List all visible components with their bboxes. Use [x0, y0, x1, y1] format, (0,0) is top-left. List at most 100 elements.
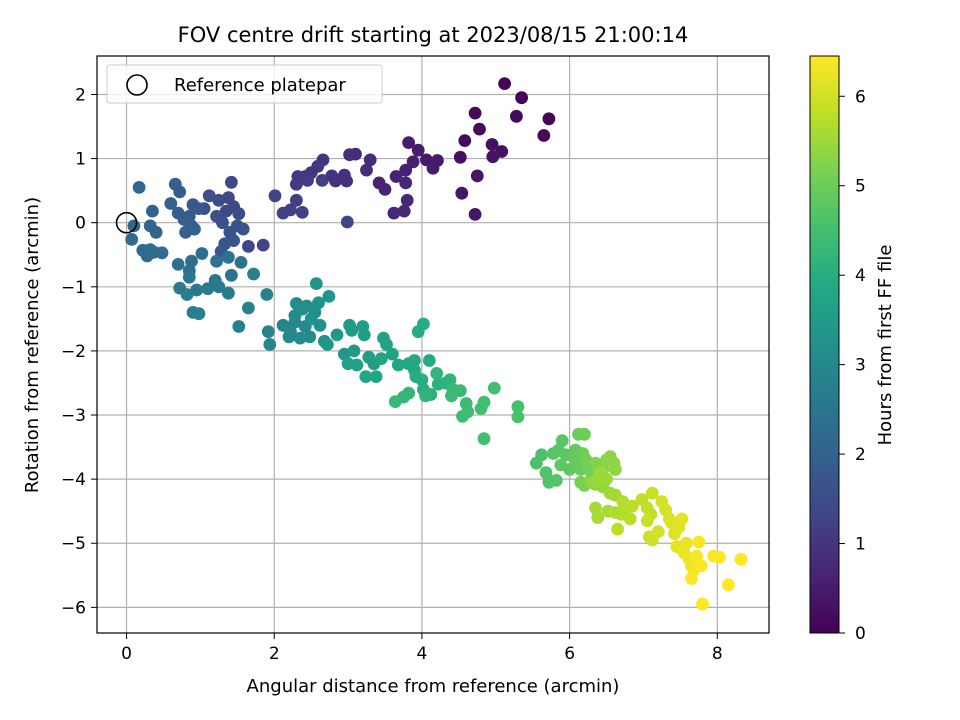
data-point	[360, 163, 373, 177]
data-point	[578, 427, 591, 441]
y-tick-label: −2	[61, 342, 86, 362]
colorbar-tick-label: 6	[855, 87, 866, 107]
data-point	[406, 155, 420, 169]
data-point	[343, 318, 356, 332]
data-point	[325, 169, 339, 183]
data-point	[125, 233, 139, 246]
data-point	[400, 193, 414, 207]
data-point	[143, 243, 157, 256]
data-point	[282, 330, 296, 344]
data-point	[468, 106, 482, 120]
data-point	[338, 347, 351, 361]
data-point	[422, 354, 436, 367]
data-point	[179, 225, 193, 239]
data-point	[374, 352, 388, 365]
data-point	[340, 215, 354, 229]
data-point	[419, 389, 432, 403]
data-point	[645, 486, 659, 500]
data-point	[387, 206, 401, 220]
data-point	[180, 288, 194, 301]
legend: Reference platepar	[106, 64, 383, 104]
data-point	[511, 410, 525, 424]
data-point	[357, 328, 371, 342]
data-point	[171, 258, 185, 271]
data-point	[315, 174, 329, 187]
data-point	[369, 370, 383, 383]
colorbar-tick-label: 4	[855, 266, 866, 286]
data-point	[359, 370, 373, 383]
data-point	[222, 250, 235, 264]
data-point	[589, 501, 602, 515]
data-point	[675, 512, 689, 526]
data-point	[417, 317, 430, 331]
data-point	[485, 138, 499, 151]
data-point	[236, 222, 250, 236]
data-point	[399, 176, 413, 190]
data-point	[455, 186, 469, 200]
data-point	[313, 318, 327, 332]
colorbar-label: Hours from first FF file	[875, 245, 896, 446]
y-axis-label: Rotation from reference (arcmin)	[22, 197, 43, 493]
data-point	[210, 254, 224, 268]
data-point	[268, 189, 282, 203]
data-point	[290, 177, 303, 191]
data-point	[295, 302, 309, 316]
data-point	[164, 197, 178, 210]
data-point	[549, 474, 563, 487]
x-axis-label: Angular distance from reference (arcmin)	[247, 676, 620, 697]
data-point	[185, 254, 198, 268]
data-point	[290, 193, 303, 207]
data-point	[591, 511, 605, 524]
data-point	[312, 296, 325, 310]
data-point	[363, 153, 377, 167]
data-point	[477, 395, 491, 409]
colorbar-tick-label: 2	[855, 445, 866, 465]
data-point	[391, 358, 405, 372]
data-point	[322, 290, 336, 303]
data-point	[389, 170, 403, 183]
y-tick-label: −6	[61, 598, 86, 618]
data-point	[426, 161, 440, 175]
y-tick-label: 2	[75, 85, 86, 105]
data-point	[192, 307, 206, 321]
data-point	[388, 395, 402, 408]
colorbar-ticks: 0 1 2 3 4 5 6	[839, 87, 866, 644]
data-point	[195, 247, 209, 260]
data-point	[722, 578, 735, 592]
data-point	[222, 286, 235, 300]
data-point	[146, 204, 159, 218]
data-point	[190, 283, 204, 297]
data-point	[640, 514, 654, 528]
data-point	[168, 177, 182, 191]
data-point	[458, 134, 472, 148]
data-point	[143, 219, 157, 233]
y-tick-label: −1	[61, 278, 86, 298]
data-point	[182, 270, 196, 284]
data-point	[256, 238, 270, 252]
data-point	[445, 389, 458, 403]
y-axis-ticks: −6 −5 −4 −3 −2 −1 0 1 2	[61, 85, 97, 618]
data-point	[303, 330, 317, 344]
data-point	[261, 325, 275, 339]
data-point	[260, 288, 274, 301]
data-point	[330, 328, 344, 342]
data-point	[443, 373, 457, 387]
data-point	[470, 169, 484, 183]
data-point	[713, 550, 726, 564]
data-point	[295, 206, 309, 219]
data-point	[201, 282, 215, 296]
data-point	[611, 522, 624, 536]
x-tick-label: 0	[121, 644, 132, 664]
data-point	[202, 189, 216, 203]
data-point	[225, 268, 238, 282]
data-points	[115, 77, 748, 611]
chart-title: FOV centre drift starting at 2023/08/15 …	[178, 23, 689, 47]
data-point	[555, 434, 569, 448]
data-point	[515, 91, 528, 105]
data-point	[487, 381, 501, 395]
data-point	[343, 148, 356, 162]
data-point	[242, 301, 255, 315]
data-point	[304, 312, 318, 326]
data-point	[341, 357, 355, 371]
